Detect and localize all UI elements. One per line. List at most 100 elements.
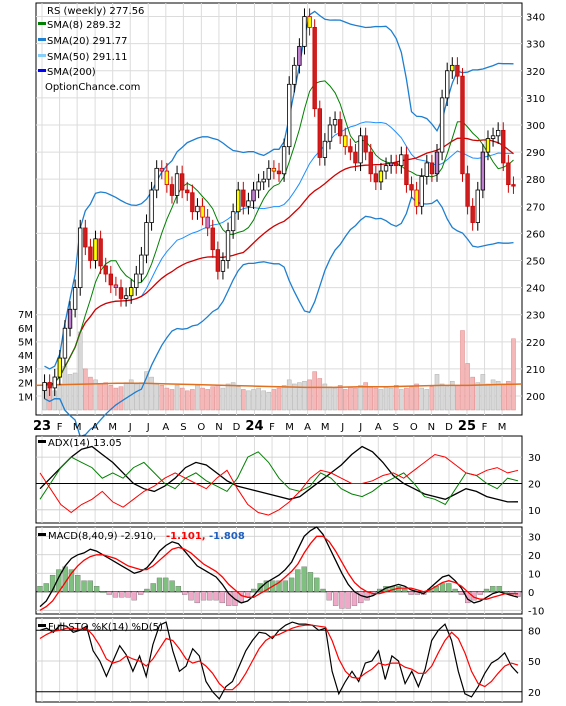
macd-histogram-bar xyxy=(358,591,364,604)
sto-tick-label: 80 xyxy=(528,626,541,637)
time-axis-label: F xyxy=(57,422,63,433)
volume-bar xyxy=(292,383,297,411)
macd-tick-label: 20 xyxy=(528,551,541,562)
legend-sma20: SMA(20) 291.77 xyxy=(47,36,128,47)
volume-bar xyxy=(149,376,154,411)
price-title: RS (weekly) 277.56 xyxy=(47,6,144,17)
volume-bar xyxy=(235,386,241,411)
candle-body xyxy=(312,26,317,110)
stochastic-panel: Full STO %K(14) %D(5) 20 50 80 xyxy=(35,617,541,703)
candle-body xyxy=(475,189,480,223)
candle-body xyxy=(383,165,389,172)
volume-bar xyxy=(169,389,175,411)
macd-histogram xyxy=(37,566,521,609)
volume-bar xyxy=(353,387,358,411)
macd-histogram-bar xyxy=(276,580,282,592)
macd-histogram-bar xyxy=(502,591,509,593)
volume-bar xyxy=(506,380,511,411)
time-axis-labels: 23 F M A M J J A S O N D 24 F M A M J J A S O N D 25 F M xyxy=(33,419,506,434)
candle-body xyxy=(388,162,394,167)
stochastic-k-line xyxy=(39,621,519,700)
price-grid xyxy=(36,16,522,397)
candle-body xyxy=(511,184,516,187)
candle-body xyxy=(424,162,429,177)
volume-bar xyxy=(455,385,460,411)
volume-bar xyxy=(434,374,440,411)
macd-histogram-bar xyxy=(446,583,452,592)
candle-body xyxy=(103,265,108,275)
sma-200-line xyxy=(44,137,514,386)
candle-body xyxy=(205,216,210,229)
time-axis-label: M xyxy=(108,422,117,433)
volume-bar xyxy=(302,380,307,411)
candle-body xyxy=(83,227,88,248)
volume-tick-label: 5M xyxy=(18,338,33,349)
macd-histogram-bar xyxy=(439,583,446,592)
time-axis-label: N xyxy=(428,422,435,433)
time-axis-label: D xyxy=(445,422,453,433)
candle-body xyxy=(439,97,445,153)
macd-line xyxy=(39,526,519,608)
macd-tick-label: 0 xyxy=(528,588,534,599)
volume-tick-label: 7M xyxy=(18,310,33,321)
candle-body xyxy=(47,382,52,389)
candle-body xyxy=(144,222,149,256)
macd-title: MACD(8,40,9) -2.910, xyxy=(48,531,156,542)
macd-histogram-bar xyxy=(219,591,226,604)
volume-bar xyxy=(205,389,210,411)
time-axis-label: M xyxy=(285,422,294,433)
volume-bar xyxy=(210,386,216,411)
volume-bar xyxy=(383,386,389,411)
macd-histogram-bar xyxy=(188,591,194,601)
candle-body xyxy=(256,181,261,191)
volume-bar xyxy=(159,385,165,411)
candle-body xyxy=(409,184,414,191)
volume-bar xyxy=(251,389,256,411)
macd-histogram-bar xyxy=(483,588,490,592)
macd-histogram-bar xyxy=(345,591,351,609)
candle-body xyxy=(72,287,78,310)
candle-body xyxy=(297,45,302,66)
candle-body xyxy=(302,16,307,47)
adx-tick-label: 10 xyxy=(528,506,541,517)
candle-body xyxy=(246,200,251,207)
volume-bar xyxy=(465,363,470,411)
volume-bar xyxy=(307,379,312,411)
macd-histogram-bar xyxy=(307,572,314,592)
macd-histogram-bar xyxy=(131,591,137,601)
legend-sma200: SMA(200) xyxy=(47,67,96,78)
candle-body xyxy=(261,178,266,183)
volume-bar xyxy=(77,331,83,411)
candle-body xyxy=(200,205,205,218)
price-tick-label: 300 xyxy=(526,121,545,132)
adx-line xyxy=(39,445,519,503)
price-tick-label: 290 xyxy=(526,148,545,159)
time-axis-label: J xyxy=(340,422,344,433)
macd-histogram-bar xyxy=(452,588,458,592)
macd-histogram-bar xyxy=(37,586,43,592)
volume-bar xyxy=(118,386,124,411)
time-axis-label: M xyxy=(73,422,82,433)
macd-histogram-bar xyxy=(496,586,502,592)
candle-body xyxy=(164,170,170,186)
volume-bar xyxy=(470,376,475,411)
candle-body xyxy=(327,124,333,142)
volume-bar xyxy=(281,385,287,411)
candle-body xyxy=(490,135,496,139)
candle-body xyxy=(363,135,368,153)
volume-bar xyxy=(246,390,251,411)
volume-bar xyxy=(388,387,394,411)
macd-histogram-bar xyxy=(282,580,288,592)
price-tick-label: 260 xyxy=(526,229,545,240)
adx-grid xyxy=(36,436,522,523)
candle-body xyxy=(230,211,236,232)
candle-body xyxy=(251,189,256,202)
macd-signal-value: -1.101, xyxy=(166,531,206,542)
candle-body xyxy=(57,357,63,378)
adx-tick-label: 30 xyxy=(528,453,541,464)
time-axis-label: F xyxy=(269,422,275,433)
bollinger-upper-band xyxy=(44,10,514,370)
volume-bar xyxy=(108,385,114,411)
volume-bar xyxy=(123,382,129,411)
candle-body xyxy=(414,189,419,207)
